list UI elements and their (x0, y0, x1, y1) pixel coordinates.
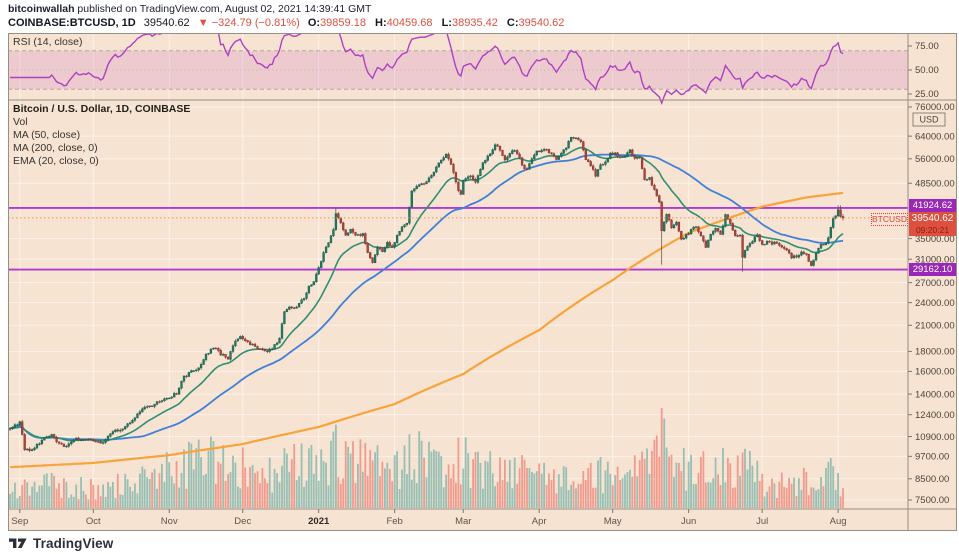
footer: TradingView (8, 535, 113, 551)
price-tick-label: 27000.00 (915, 278, 955, 289)
main-legend: Bitcoin / U.S. Dollar, 1D, COINBASE Vol … (13, 103, 190, 168)
price-tick-label: 76000.00 (915, 102, 955, 113)
rsi-tick-label: 25.00 (915, 89, 939, 100)
rsi-legend: RSI (14, close) (13, 36, 83, 48)
price-tick-label: 48500.00 (915, 178, 955, 189)
axis-unit-box (912, 112, 946, 127)
tradingview-logo-icon[interactable] (8, 535, 28, 551)
current-price-value: 39540.62 (911, 213, 954, 224)
time-axis-label: Apr (532, 516, 547, 527)
rsi-pane[interactable] (8, 33, 908, 105)
ma50-line (9, 153, 844, 441)
price-tick-label: 10900.00 (915, 432, 955, 443)
legend-ma50: MA (50, close) (13, 129, 81, 141)
time-axis-label: Nov (161, 516, 178, 527)
price-tick-label: 7500.00 (915, 495, 949, 506)
price-tick-label: 21000.00 (915, 320, 955, 331)
time-axis-label: Sep (11, 516, 28, 527)
price-axis[interactable]: 76000.00 64000.00 56000.00 48500.00 35000.00… (908, 41, 955, 506)
legend-ema20: EMA (20, close, 0) (13, 155, 99, 167)
last-price: 39540.62 (143, 17, 190, 29)
time-axis-label: 2021 (308, 516, 330, 527)
time-axis[interactable]: Sep Oct Nov Dec 2021 Feb Mar Apr May Jun Jul Aug (11, 509, 847, 527)
price-tick-label: 16000.00 (915, 367, 955, 378)
symbol-status-line: COINBASE:BTCUSD, 1D 39540.62 ▼ −324.79 (… (8, 16, 570, 31)
price-tick-label: 14000.00 (915, 389, 955, 400)
axis-unit-label: USD (919, 115, 939, 125)
open-label: O: (307, 17, 321, 29)
high-label: H: (375, 17, 387, 29)
time-axis-label: Feb (386, 516, 402, 527)
time-axis-label: Jul (756, 516, 768, 527)
legend-symbol-title: Bitcoin / U.S. Dollar, 1D, COINBASE (13, 103, 191, 115)
symbol-interval: COINBASE:BTCUSD, 1D (8, 17, 136, 29)
candlestick-series (8, 136, 845, 453)
chart-background (8, 33, 957, 531)
price-tick-label: 64000.00 (915, 131, 955, 142)
time-axis-label: Oct (86, 516, 101, 527)
author-name: bitcoinwallah (8, 3, 75, 15)
time-axis-label: Mar (455, 516, 471, 527)
bar-close-countdown: 09:20:21 (915, 225, 950, 235)
legend-ma200: MA (200, close, 0) (13, 142, 98, 154)
price-tick-label: 8500.00 (915, 474, 949, 485)
level-label-29162: 29162.10 (909, 263, 956, 276)
low-label: L: (441, 17, 452, 29)
price-tick-label: 18000.00 (915, 347, 955, 358)
byline: bitcoinwallah published on TradingView.c… (8, 2, 570, 16)
rsi-tick-label: 75.00 (915, 41, 939, 52)
byline-text: published on TradingView.com, August 02,… (74, 3, 372, 15)
close-value: 39540.62 (518, 17, 565, 29)
level-label-41924: 41924.62 (909, 199, 956, 212)
time-axis-label: Dec (234, 516, 251, 527)
open-value: 39859.18 (320, 17, 366, 29)
price-tick-label: 56000.00 (915, 154, 955, 165)
rsi-tick-label: 50.00 (915, 65, 939, 76)
price-change: ▼ −324.79 (−0.81%) (197, 17, 300, 29)
ma200-line (9, 191, 844, 469)
chart-canvas[interactable]: 76000.00 64000.00 56000.00 48500.00 35000.00… (8, 33, 957, 531)
tradingview-logo-text[interactable]: TradingView (33, 535, 114, 551)
publish-header: bitcoinwallah published on TradingView.c… (8, 2, 570, 31)
time-axis-label: Jun (681, 516, 696, 527)
price-tick-label: 12400.00 (915, 410, 955, 421)
price-tick-label: 24000.00 (915, 298, 955, 309)
price-tick-label: 9700.00 (915, 452, 949, 463)
high-value: 40459.68 (386, 17, 433, 29)
ema20-line (9, 146, 844, 442)
close-label: C: (506, 17, 519, 29)
legend-volume: Vol (13, 116, 28, 128)
volume-series (9, 408, 844, 508)
time-axis-label: Aug (830, 516, 847, 527)
chart-frame[interactable]: 76000.00 64000.00 56000.00 48500.00 35000.00… (8, 33, 957, 531)
price-tick-label: 31000.00 (915, 254, 955, 265)
current-price-label: 39540.62 09:20:21 (909, 212, 956, 236)
low-value: 38935.42 (451, 17, 498, 29)
panel-borders (8, 33, 957, 531)
btcusd-series-tag: BTCUSD (871, 213, 908, 226)
time-axis-label: May (604, 516, 622, 527)
price-tick-label: 35000.00 (915, 234, 955, 245)
